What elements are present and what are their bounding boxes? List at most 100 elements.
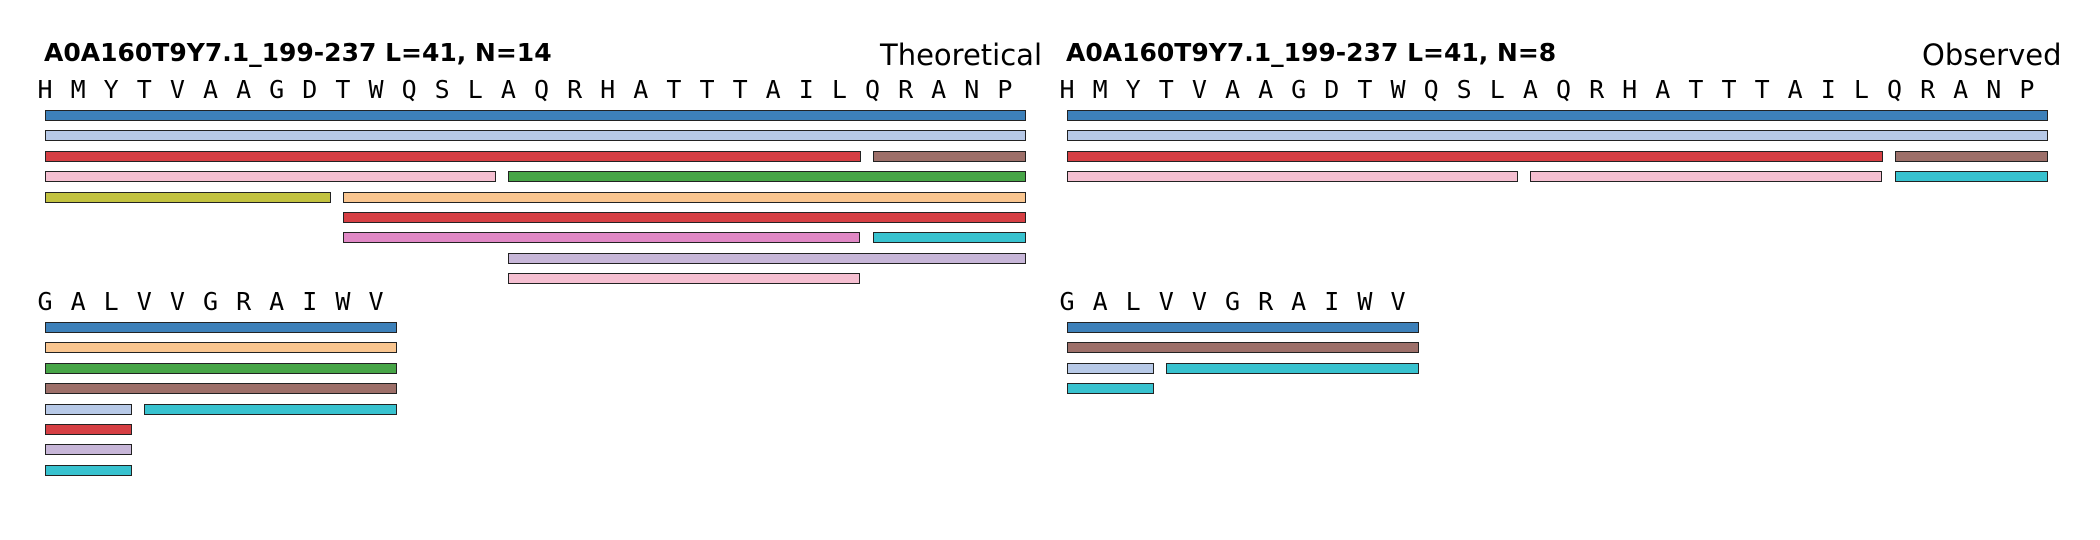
residue: Y bbox=[1125, 75, 1141, 104]
residue: R bbox=[236, 287, 252, 316]
residue: W bbox=[1390, 75, 1406, 104]
residue: Q bbox=[401, 75, 417, 104]
residue: Q bbox=[1555, 75, 1572, 104]
residue: A bbox=[236, 75, 252, 104]
peptide-fragment-bar bbox=[45, 362, 398, 374]
residue: L bbox=[103, 287, 119, 316]
residue: A bbox=[1224, 75, 1241, 104]
residue: G bbox=[1059, 287, 1075, 316]
residue: V bbox=[136, 287, 152, 316]
residue: L bbox=[831, 75, 847, 104]
residue: R bbox=[1258, 287, 1274, 316]
residue: Q bbox=[864, 75, 881, 104]
residue: I bbox=[302, 287, 318, 316]
residue: A bbox=[202, 75, 219, 104]
residue: R bbox=[1920, 75, 1936, 104]
residue: A bbox=[1655, 75, 1671, 104]
residue: G bbox=[1291, 75, 1307, 104]
residue: T bbox=[1357, 75, 1373, 104]
residue: P bbox=[2019, 75, 2035, 104]
residue: A bbox=[269, 287, 285, 316]
residue: T bbox=[1721, 75, 1737, 104]
residue: V bbox=[1390, 287, 1406, 316]
observed-panel: A0A160T9Y7.1_199-237 L=41, N=8 Observed … bbox=[1059, 0, 2096, 540]
residue: A bbox=[1522, 75, 1538, 104]
residue: R bbox=[1589, 75, 1605, 104]
peptide-fragment-bar bbox=[1894, 171, 2048, 183]
residue: L bbox=[1125, 287, 1141, 316]
residue: Q bbox=[1423, 75, 1439, 104]
residue: I bbox=[1820, 75, 1836, 104]
peptide-fragment-bar bbox=[1067, 342, 1420, 354]
peptide-fragment-bar bbox=[45, 191, 331, 203]
residue: R bbox=[567, 75, 583, 104]
residue: G bbox=[37, 287, 53, 316]
peptide-fragment-bar bbox=[45, 403, 133, 415]
peptide-fragment-bar bbox=[45, 444, 133, 456]
residue: T bbox=[1688, 75, 1704, 104]
residue: A bbox=[70, 287, 86, 316]
panel-title: A0A160T9Y7.1_199-237 L=41, N=14 bbox=[44, 38, 552, 67]
residue: H bbox=[600, 75, 616, 104]
panel-label: Theoretical bbox=[880, 38, 1043, 72]
peptide-fragment-bar bbox=[1067, 383, 1155, 395]
peptide-fragment-bar bbox=[144, 403, 398, 415]
residue: T bbox=[136, 75, 152, 104]
residue: Y bbox=[103, 75, 119, 104]
residue: T bbox=[335, 75, 351, 104]
residue: V bbox=[368, 287, 384, 316]
residue: D bbox=[302, 75, 318, 104]
peptide-fragment-bar bbox=[45, 171, 497, 183]
residue: V bbox=[1191, 287, 1207, 316]
panel-label: Observed bbox=[1922, 38, 2062, 72]
residue: M bbox=[1092, 75, 1108, 104]
peptide-fragment-bar bbox=[45, 342, 398, 354]
residue: L bbox=[1853, 75, 1869, 104]
peptide-fragment-bar bbox=[1894, 150, 2048, 162]
peptide-fragment-bar bbox=[45, 110, 1026, 121]
peptide-fragment-bar bbox=[508, 273, 861, 285]
residue: W bbox=[1357, 287, 1373, 316]
residue: A bbox=[1291, 287, 1307, 316]
residue: H bbox=[1059, 75, 1075, 104]
peptide-fragment-bar bbox=[45, 464, 133, 476]
residue: S bbox=[1456, 75, 1472, 104]
residue: Q bbox=[1886, 75, 1903, 104]
residue: T bbox=[732, 75, 748, 104]
peptide-fragment-bar bbox=[1067, 362, 1155, 374]
peptide-fragment-bar bbox=[45, 150, 861, 162]
residue: L bbox=[1489, 75, 1505, 104]
residue: A bbox=[1787, 75, 1803, 104]
peptide-fragment-bar bbox=[342, 191, 1026, 203]
residue: W bbox=[368, 75, 384, 104]
residue: A bbox=[633, 75, 649, 104]
peptide-fragment-bar bbox=[872, 150, 1026, 162]
residue: T bbox=[1754, 75, 1770, 104]
peptide-fragment-bar bbox=[45, 383, 398, 395]
residue: G bbox=[202, 287, 219, 316]
residue: T bbox=[1158, 75, 1174, 104]
peptide-fragment-bar bbox=[1067, 322, 1420, 333]
residue: A bbox=[931, 75, 947, 104]
residue: W bbox=[335, 287, 351, 316]
peptide-fragment-bar bbox=[45, 130, 1026, 142]
peptide-fragment-bar bbox=[45, 322, 398, 333]
residue: S bbox=[434, 75, 450, 104]
peptide-fragment-bar bbox=[45, 424, 133, 435]
residue: G bbox=[1224, 287, 1241, 316]
residue: H bbox=[1622, 75, 1638, 104]
peptide-fragment-bar bbox=[508, 171, 1026, 183]
residue: L bbox=[467, 75, 483, 104]
residue: I bbox=[1324, 287, 1340, 316]
peptide-fragment-bar bbox=[872, 232, 1026, 244]
residue: T bbox=[699, 75, 715, 104]
peptide-fragment-bar bbox=[342, 212, 1026, 223]
peptide-fragment-bar bbox=[1166, 362, 1420, 374]
residue: M bbox=[70, 75, 86, 104]
residue: A bbox=[765, 75, 781, 104]
residue: N bbox=[1986, 75, 2002, 104]
peptide-fragment-bar bbox=[508, 252, 1026, 264]
residue: T bbox=[666, 75, 682, 104]
peptide-fragment-bar bbox=[1067, 171, 1519, 183]
residue: V bbox=[1191, 75, 1207, 104]
